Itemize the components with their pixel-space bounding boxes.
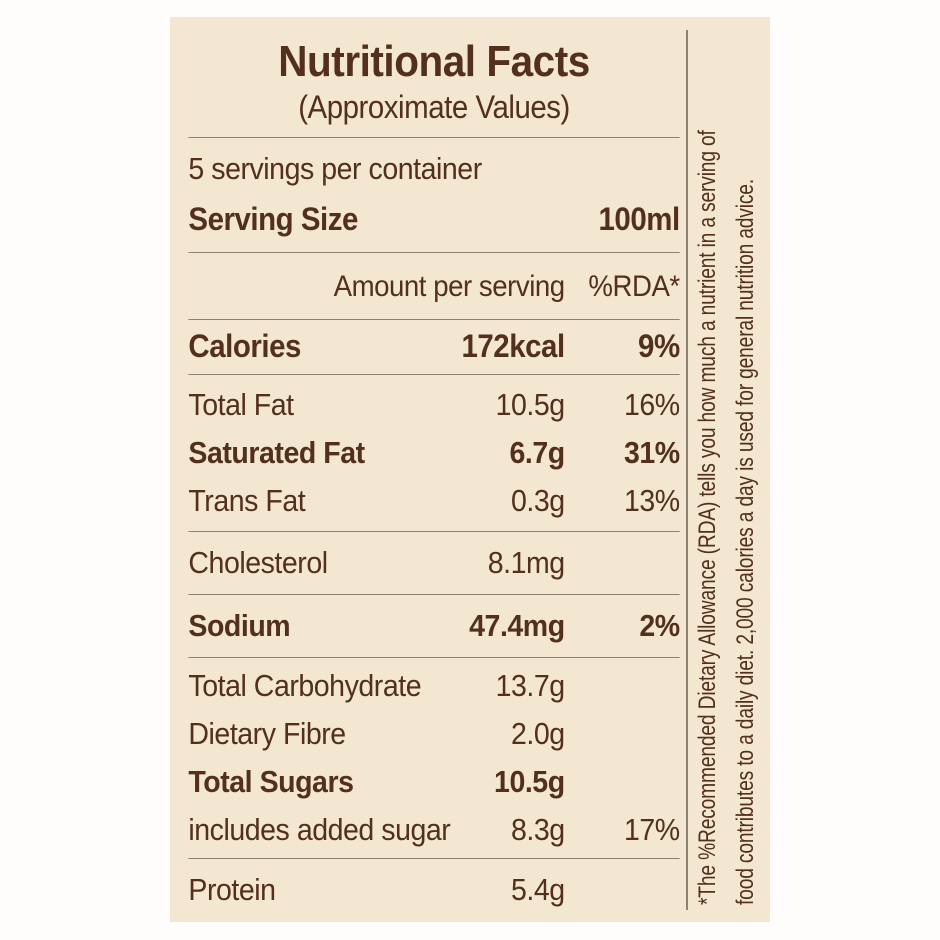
- nutrient-rda: 9%: [638, 328, 680, 364]
- nutrient-rda: 17%: [623, 812, 680, 847]
- nutrient-label: Total Carbohydrate: [188, 668, 422, 703]
- serving-size-row: Serving Size 100ml: [188, 194, 681, 244]
- nutrient-amount: 6.7g: [509, 435, 565, 470]
- footnote-divider-rule: [686, 30, 688, 910]
- nutrient-amount: 8.1mg: [487, 545, 565, 580]
- nutrient-rda: 31%: [623, 435, 680, 470]
- nutrient-amount: 10.5g: [494, 764, 565, 799]
- nutrient-row-calories: Calories 172kcal 9%: [188, 322, 680, 370]
- nutrient-label: Total Fat: [188, 387, 294, 422]
- nutrient-row-saturated-fat: Saturated Fat 6.7g 31%: [188, 429, 680, 477]
- nutrient-label: Trans Fat: [188, 483, 306, 518]
- carbohydrate-section: Total Carbohydrate 13.7g Dietary Fibre 2…: [188, 658, 680, 859]
- nutrient-row-total-fat: Total Fat 10.5g 16%: [188, 381, 680, 429]
- servings-section: 5 servings per container Serving Size 10…: [188, 138, 681, 253]
- column-header-row: Amount per serving %RDA*: [188, 263, 681, 311]
- nutrient-amount: 5.4g: [511, 872, 565, 907]
- nutrient-row-total-carbohydrate: Total Carbohydrate 13.7g: [188, 662, 679, 710]
- nutrient-rda: 2%: [639, 608, 680, 643]
- nutrient-row-total-sugars: Total Sugars 10.5g: [188, 758, 679, 806]
- column-header-section: Amount per serving %RDA*: [188, 253, 681, 320]
- nutrient-amount: 13.7g: [495, 668, 566, 703]
- nutrient-label: Sodium: [188, 608, 291, 643]
- panel-header: Nutritional Facts (Approximate Values): [188, 17, 680, 138]
- nutrient-row-dietary-fibre: Dietary Fibre 2.0g: [188, 710, 679, 758]
- protein-section: Protein 5.4g: [188, 859, 679, 914]
- serving-size-label: Serving Size: [188, 201, 358, 237]
- nutrient-label: Dietary Fibre: [188, 716, 346, 751]
- nutrient-amount: 172kcal: [461, 328, 565, 364]
- nutrient-amount: 47.4mg: [469, 608, 565, 643]
- cholesterol-section: Cholesterol 8.1mg: [188, 532, 680, 595]
- sodium-section: Sodium 47.4mg 2%: [188, 595, 680, 658]
- fat-section: Total Fat 10.5g 16% Saturated Fat 6.7g 3…: [188, 375, 680, 532]
- rda-footnote-line2: food contributes to a daily diet. 2,000 …: [732, 178, 759, 905]
- calories-section: Calories 172kcal 9%: [188, 320, 680, 375]
- nutrition-facts-panel: Nutritional Facts (Approximate Values) 5…: [170, 17, 770, 922]
- nutrient-rda: 13%: [623, 483, 680, 518]
- page-subtitle: (Approximate Values): [298, 89, 570, 125]
- nutrient-amount: 8.3g: [511, 812, 565, 847]
- nutrient-label: Saturated Fat: [188, 435, 365, 470]
- nutrient-amount: 0.3g: [511, 483, 565, 518]
- nutrient-label: Cholesterol: [188, 545, 328, 580]
- page-title: Nutritional Facts: [278, 37, 590, 86]
- amount-column-header: Amount per serving: [333, 270, 566, 303]
- nutrient-label: Protein: [188, 872, 276, 907]
- nutrient-row-trans-fat: Trans Fat 0.3g 13%: [188, 477, 680, 525]
- nutrient-label: includes added sugar: [188, 812, 451, 847]
- nutrient-row-added-sugar: includes added sugar 8.3g 17%: [188, 806, 680, 854]
- rda-footnote-line1: *The %Recommended Dietary Allowance (RDA…: [694, 130, 721, 906]
- nutrient-label: Total Sugars: [188, 764, 354, 799]
- nutrient-amount: 2.0g: [511, 716, 565, 751]
- nutrient-row-cholesterol: Cholesterol 8.1mg: [188, 539, 679, 587]
- rda-footnote: *The %Recommended Dietary Allowance (RDA…: [689, 25, 765, 905]
- serving-size-value: 100ml: [598, 201, 681, 237]
- nutrient-rda: 16%: [623, 387, 680, 422]
- servings-per-container: 5 servings per container: [188, 151, 482, 186]
- nutrient-label: Calories: [188, 328, 301, 364]
- nutrient-amount: 10.5g: [495, 387, 566, 422]
- nutrient-row-protein: Protein 5.4g: [188, 866, 679, 914]
- nutrition-table: Nutritional Facts (Approximate Values) 5…: [170, 17, 687, 922]
- rda-column-header: %RDA*: [588, 270, 680, 303]
- footnote-column: *The %Recommended Dietary Allowance (RDA…: [687, 17, 770, 922]
- nutrient-row-sodium: Sodium 47.4mg 2%: [188, 602, 680, 650]
